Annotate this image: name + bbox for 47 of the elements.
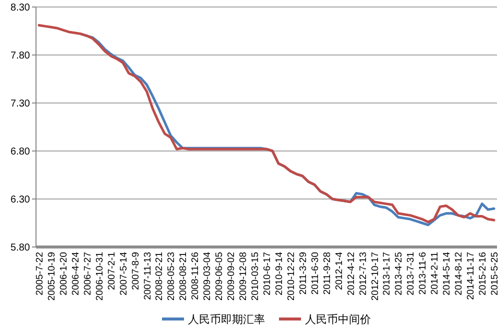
y-tick-label: 8.30 [10,2,30,14]
x-tick-label: 2008-08-21 [178,252,190,301]
x-tick-label: 2010-9-14 [274,252,285,296]
x-tick-label: 2011-6-30 [310,252,321,295]
x-tick-label: 2006-10-31 [94,252,106,301]
y-tick-label: 5.80 [10,242,30,254]
x-tick-label: 2007-8-9 [130,252,142,290]
x-tick-label: 2013-11-6 [418,252,429,295]
x-tick-label: 2012-1-4 [334,252,345,290]
x-tick-label: 2011-9-28 [322,252,333,295]
y-tick-label: 6.80 [10,146,30,158]
legend-label: 人民币即期汇率 [188,313,265,326]
x-tick-label: 2013-1-17 [382,252,393,296]
x-tick-label: 2009-03-04 [202,252,214,301]
x-tick-label: 2010-6-17 [262,252,273,296]
x-tick-label: 2012-4-12 [346,252,357,296]
x-tick-label: 2005-10-19 [46,252,58,301]
x-tick-label: 2006-4-24 [70,252,82,296]
x-tick-label: 2013-4-25 [394,252,405,296]
x-tick-label: 2014-8-12 [454,252,465,296]
x-tick-label: 2013-7-31 [406,252,417,296]
y-tick-label: 7.80 [10,50,30,62]
x-tick-label: 2014-2-11 [430,252,441,295]
x-tick-label: 2007-11-13 [142,252,154,300]
x-tick-label: 2008-05-23 [166,252,178,301]
x-tick-label: 2009-09-02 [226,252,238,301]
x-tick-label: 2009-12-08 [238,252,250,301]
x-tick-label: 2014-11-17 [466,252,477,300]
x-tick-label: 2012-10-17 [370,252,381,301]
x-tick-label: 2005-7-22 [34,252,46,296]
x-tick-label: 2007-2-1 [106,252,118,290]
x-tick-label: 2011-3-29 [298,252,309,295]
y-tick-label: 6.30 [10,194,30,206]
x-tick-label: 2015-5-25 [490,252,501,296]
y-tick-label: 7.30 [10,98,30,110]
x-tick-label: 2010-12-22 [286,252,297,301]
x-tick-label: 2008-11-26 [190,252,202,300]
x-tick-label: 2015-2-16 [478,252,489,296]
x-tick-label: 2014-5-14 [442,252,453,296]
x-tick-label: 2009-06-05 [214,252,226,301]
x-tick-label: 2010-03-15 [250,252,262,301]
x-tick-label: 2006-1-20 [58,252,70,296]
x-tick-label: 2008-02-21 [154,252,166,301]
x-tick-label: 2007-5-14 [118,252,130,296]
legend-label: 人民币中间价 [305,313,371,326]
x-tick-label: 2006-7-27 [82,252,94,296]
x-tick-label: 2012-7-13 [358,252,369,296]
